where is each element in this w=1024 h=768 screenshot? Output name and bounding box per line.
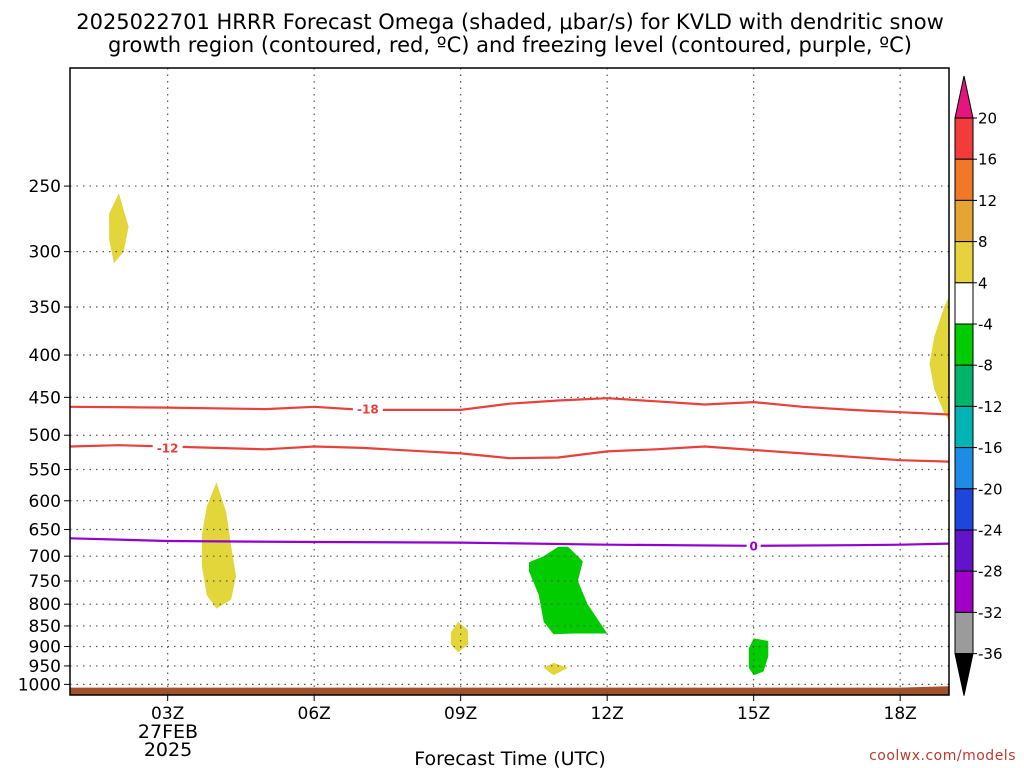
grid-lines — [70, 68, 949, 695]
colorbar-label--36: -36 — [978, 645, 1003, 663]
y-tick-label-250: 250 — [29, 177, 61, 197]
x-tick-label-15Z: 15Z — [737, 704, 770, 724]
y-tick-label-1000: 1000 — [18, 675, 61, 695]
colorbar-swatch-13 — [954, 611, 974, 655]
omega-region-4 — [543, 662, 569, 676]
contour-label-0: 0 — [749, 539, 757, 553]
y-axis-ticks: 2503003504004505005506006507007508008509… — [18, 177, 70, 695]
colorbar-bottom-arrow — [954, 653, 974, 696]
contour-label-bg--18 — [352, 402, 383, 417]
colorbar-swatch-7 — [954, 364, 974, 407]
credit-text: coolwx.com/models — [869, 748, 1016, 764]
contour-line-0 — [69, 537, 950, 547]
y-tick-label-300: 300 — [29, 243, 61, 263]
omega-region-2 — [201, 482, 236, 609]
omega-shaded-regions — [109, 193, 949, 676]
date-label-day: 27FEB — [138, 721, 198, 743]
omega-region-1 — [109, 193, 129, 264]
contour-label--18: -18 — [357, 403, 379, 417]
colorbar-label-12: 12 — [978, 192, 997, 210]
omega-region-6 — [529, 546, 608, 635]
omega-region-3 — [450, 621, 468, 653]
colorbar-label-16: 16 — [978, 151, 997, 169]
colorbar-label--24: -24 — [978, 522, 1003, 540]
y-tick-label-950: 950 — [29, 657, 61, 677]
colorbar-swatch-9 — [954, 447, 974, 490]
date-label-year: 2025 — [144, 739, 192, 761]
chart-title-line-1: 2025022701 HRRR Forecast Omega (shaded, … — [76, 10, 944, 34]
y-tick-label-750: 750 — [29, 572, 61, 592]
colorbar-label--8: -8 — [978, 357, 993, 375]
colorbar-swatch-10 — [954, 488, 974, 531]
omega-region-5 — [929, 296, 949, 421]
colorbar-label--4: -4 — [978, 316, 993, 334]
colorbar-label-4: 4 — [978, 274, 988, 292]
chart-title-line-2: growth region (contoured, red, ºC) and f… — [108, 33, 912, 57]
y-tick-label-500: 500 — [29, 426, 61, 446]
colorbar-swatch-6 — [954, 323, 974, 366]
omega-region-7 — [748, 638, 769, 676]
x-tick-label-12Z: 12Z — [591, 704, 624, 724]
contour-label-bg--12 — [152, 440, 183, 455]
y-tick-label-700: 700 — [29, 547, 61, 567]
x-tick-label-18Z: 18Z — [884, 704, 917, 724]
y-tick-label-400: 400 — [29, 346, 61, 366]
plot-frame — [69, 67, 950, 696]
colorbar-label--32: -32 — [978, 604, 1003, 622]
contour-label-bg-0 — [746, 538, 761, 553]
contour-line--12 — [69, 444, 950, 463]
colorbar-label--20: -20 — [978, 480, 1003, 498]
x-tick-label-03Z: 03Z — [151, 704, 184, 724]
colorbar-label-8: 8 — [978, 233, 988, 251]
y-tick-label-800: 800 — [29, 595, 61, 615]
colorbar-swatch-11 — [954, 529, 974, 572]
colorbar-swatch-4 — [954, 241, 974, 284]
contour-labels: -18 -12 0 — [152, 402, 761, 553]
y-tick-label-900: 900 — [29, 638, 61, 658]
colorbar-swatch-2 — [954, 158, 974, 201]
y-tick-label-350: 350 — [29, 298, 61, 318]
colorbar-swatch-8 — [954, 405, 974, 449]
x-axis-ticks: 03Z 06Z 09Z 12Z 15Z 18Z — [151, 695, 917, 724]
colorbar-label-20: 20 — [978, 110, 997, 128]
y-tick-label-600: 600 — [29, 492, 61, 512]
y-tick-label-450: 450 — [29, 388, 61, 408]
ground-layer — [70, 686, 949, 695]
y-tick-label-650: 650 — [29, 521, 61, 541]
y-tick-label-850: 850 — [29, 617, 61, 637]
contour-line--18 — [69, 397, 950, 416]
colorbar-swatch-3 — [954, 199, 974, 243]
ground-fill — [70, 686, 949, 695]
x-axis-label: Forecast Time (UTC) — [414, 748, 605, 768]
colorbar: 20 16 12 8 4 -4 -8 -12 -16 -20 -24 -28 -32 -36 — [954, 75, 1003, 696]
colorbar-label--16: -16 — [978, 439, 1003, 457]
colorbar-label--28: -28 — [978, 563, 1003, 581]
y-tick-label-550: 550 — [29, 460, 61, 480]
x-tick-label-06Z: 06Z — [298, 704, 331, 724]
x-tick-label-09Z: 09Z — [444, 704, 477, 724]
contour-label--12: -12 — [157, 441, 179, 455]
contour-lines — [69, 397, 950, 547]
colorbar-label--12: -12 — [978, 398, 1003, 416]
colorbar-swatch-1 — [954, 117, 974, 160]
colorbar-swatch-12 — [954, 570, 974, 613]
colorbar-swatch-5 — [954, 282, 974, 325]
colorbar-top-arrow — [954, 75, 974, 119]
